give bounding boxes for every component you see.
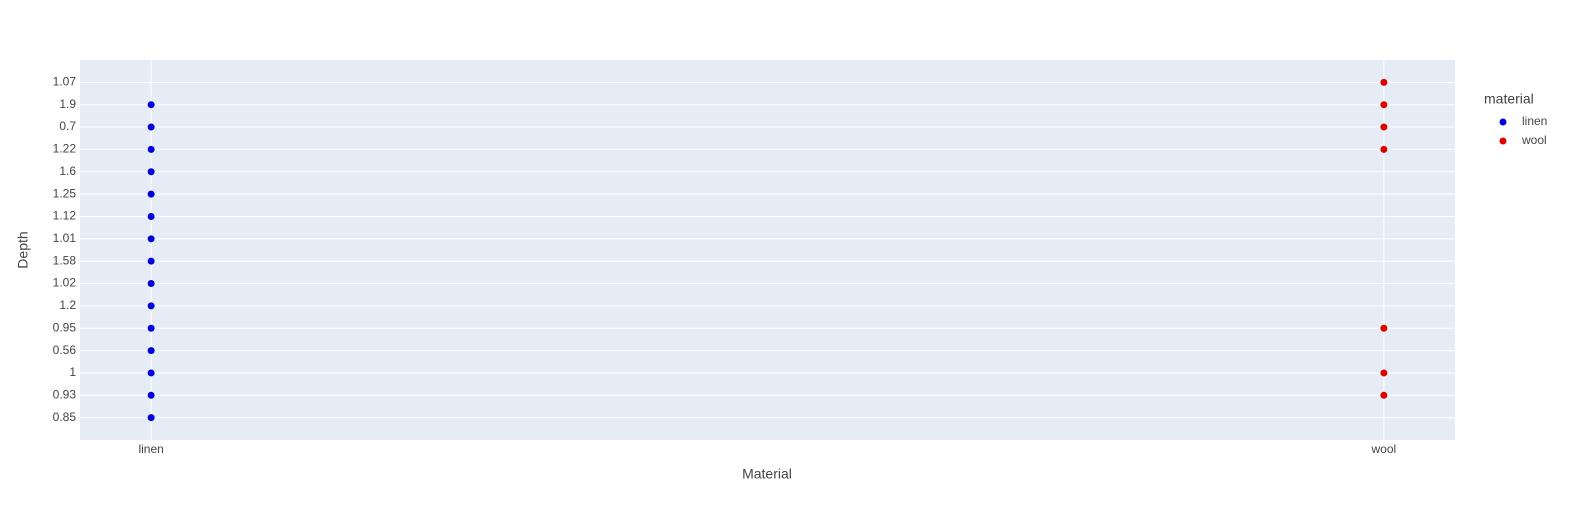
- legend-marker: [1499, 118, 1507, 126]
- legend-marker: [1499, 137, 1507, 145]
- x-axis-title: Material: [742, 466, 792, 482]
- y-tick-label: 1.01: [53, 231, 77, 245]
- y-tick-label: 1.02: [53, 276, 77, 290]
- plot-area: [80, 60, 1455, 440]
- y-tick-label: 1.07: [53, 75, 77, 89]
- y-tick-label: 0.93: [53, 387, 77, 401]
- point: [147, 280, 155, 288]
- point: [1380, 369, 1388, 377]
- y-tick-label: 1: [69, 365, 76, 379]
- y-tick-label: 1.58: [53, 253, 77, 267]
- point: [1380, 101, 1388, 109]
- legend-title: material: [1484, 91, 1534, 107]
- x-tick-label: wool: [1371, 442, 1397, 456]
- point: [1380, 123, 1388, 131]
- legend-label: linen: [1522, 114, 1547, 128]
- point: [147, 414, 155, 422]
- y-tick-label: 0.56: [53, 343, 77, 357]
- point: [147, 257, 155, 265]
- point: [147, 145, 155, 153]
- y-axis-title: Depth: [15, 231, 31, 268]
- y-tick-label: 1.6: [59, 164, 76, 178]
- y-tick-label: 1.22: [53, 142, 77, 156]
- point: [1380, 78, 1388, 86]
- point: [147, 324, 155, 332]
- point: [147, 123, 155, 131]
- legend-label: wool: [1521, 133, 1547, 147]
- point: [147, 235, 155, 243]
- point: [147, 391, 155, 399]
- point: [147, 168, 155, 176]
- point: [147, 369, 155, 377]
- point: [147, 190, 155, 198]
- point: [147, 302, 155, 310]
- y-tick-label: 0.85: [53, 410, 77, 424]
- point: [1380, 324, 1388, 332]
- y-tick-label: 0.95: [53, 320, 77, 334]
- y-tick-label: 1.9: [59, 97, 76, 111]
- x-tick-label: linen: [138, 442, 163, 456]
- point: [147, 212, 155, 220]
- point: [147, 347, 155, 355]
- y-tick-label: 1.2: [59, 298, 76, 312]
- point: [1380, 391, 1388, 399]
- y-tick-label: 1.12: [53, 209, 77, 223]
- y-tick-label: 0.7: [59, 119, 76, 133]
- y-tick-label: 1.25: [53, 186, 77, 200]
- point: [147, 101, 155, 109]
- point: [1380, 145, 1388, 153]
